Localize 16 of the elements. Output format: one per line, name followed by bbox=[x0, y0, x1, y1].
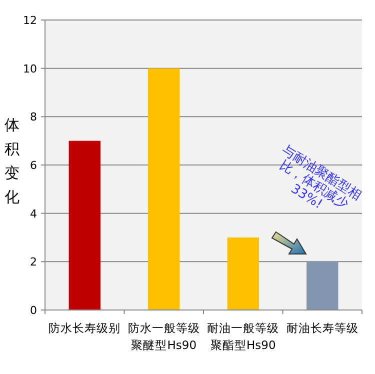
y-tick-label: 8 bbox=[30, 110, 37, 124]
y-tick-label: 10 bbox=[23, 62, 37, 76]
x-tick-label: 耐油一般等级聚酯型Hs90 bbox=[207, 321, 280, 352]
y-tick-label: 6 bbox=[30, 159, 37, 172]
y-tick-label: 0 bbox=[30, 304, 37, 317]
x-tick-label: 耐油长寿等级 bbox=[286, 321, 358, 335]
bar bbox=[227, 238, 259, 310]
bar bbox=[68, 140, 100, 310]
x-tick-label: 防水一般等级聚醚型Hs90 bbox=[128, 321, 200, 352]
bar bbox=[148, 68, 180, 310]
y-tick-label: 12 bbox=[23, 14, 37, 27]
y-axis-title: 体积变化 bbox=[4, 116, 20, 206]
y-tick-label: 2 bbox=[30, 256, 37, 269]
y-tick-label: 4 bbox=[30, 207, 37, 220]
x-tick-label: 防水长寿级别 bbox=[48, 321, 121, 335]
bar bbox=[306, 262, 338, 310]
